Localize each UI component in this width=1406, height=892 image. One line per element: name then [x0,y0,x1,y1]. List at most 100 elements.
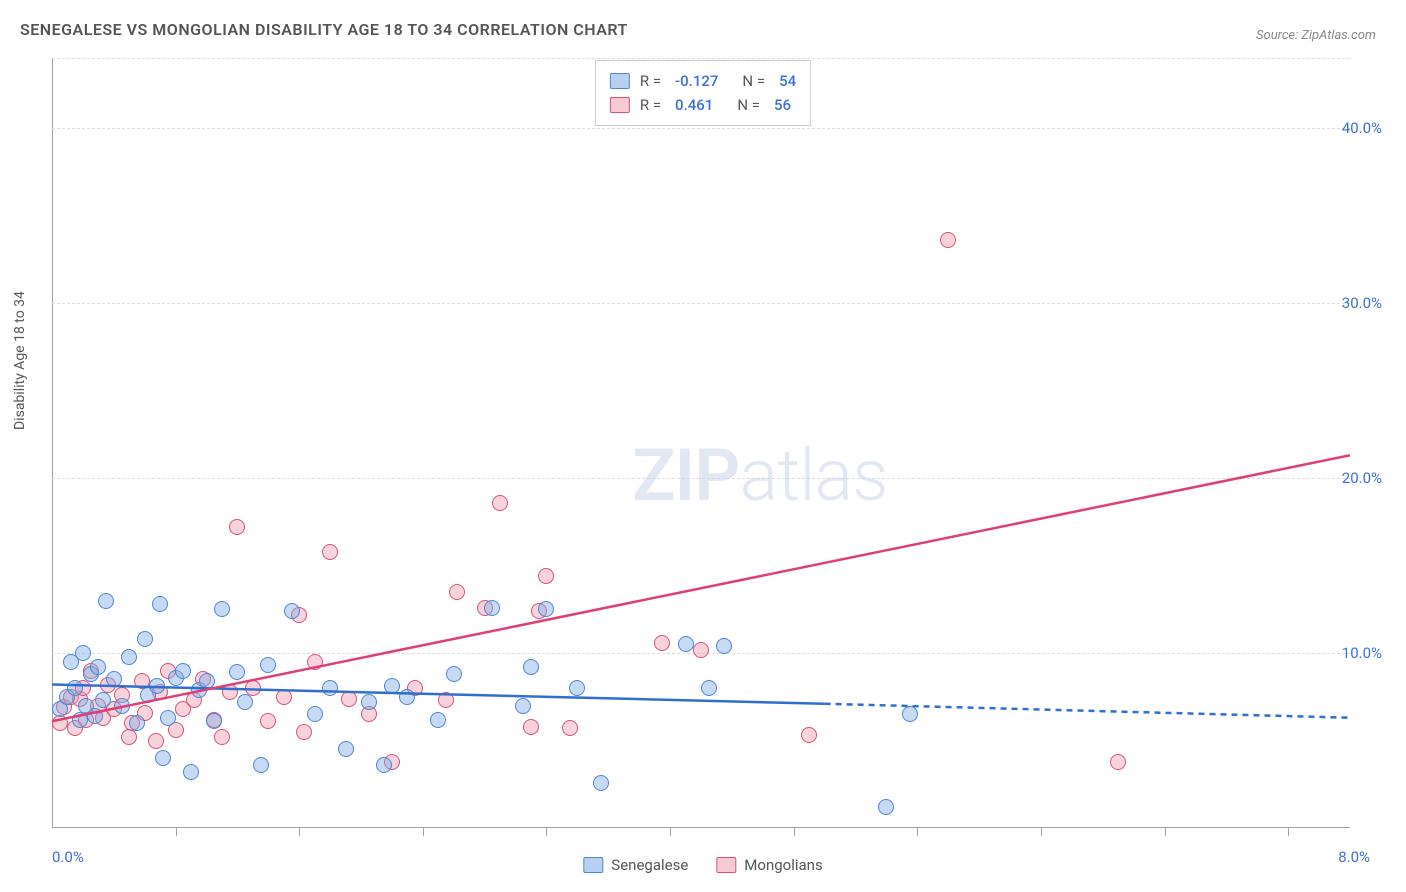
chart-plot-area: ZIPatlas [52,58,1350,828]
chart-title: SENEGALESE VS MONGOLIAN DISABILITY AGE 1… [20,20,628,39]
scatter-point [492,495,508,511]
scatter-point [902,706,918,722]
scatter-point [654,635,670,651]
y-axis-label: Disability Age 18 to 34 [12,291,28,430]
scatter-point [72,712,88,728]
grid-line [52,128,1350,129]
scatter-point [199,673,215,689]
scatter-point [801,727,817,743]
x-tick [546,828,547,836]
scatter-point [1110,754,1126,770]
scatter-point [515,698,531,714]
x-axis [52,827,1350,828]
scatter-point [446,666,462,682]
grid-line [52,478,1350,479]
x-tick [917,828,918,836]
scatter-point [121,649,137,665]
correlation-legend: R =-0.127 N =54 R =0.461 N =56 [595,60,811,126]
scatter-point [95,692,111,708]
scatter-point [260,713,276,729]
scatter-point [322,680,338,696]
scatter-point [307,706,323,722]
x-tick [176,828,177,836]
scatter-point [98,593,114,609]
scatter-point [129,715,145,731]
scatter-point [523,719,539,735]
scatter-point [229,664,245,680]
scatter-point [214,729,230,745]
x-tick [423,828,424,836]
scatter-point [678,636,694,652]
x-tick [1041,828,1042,836]
scatter-point [296,724,312,740]
x-tick [794,828,795,836]
scatter-point [229,519,245,535]
scatter-point [376,757,392,773]
scatter-point [67,680,83,696]
scatter-point [562,720,578,736]
legend-item: Senegalese [583,856,688,874]
scatter-point [214,601,230,617]
scatter-point [341,691,357,707]
legend-swatch [583,857,603,873]
scatter-point [878,799,894,815]
scatter-point [149,678,165,694]
scatter-point [175,663,191,679]
scatter-point [484,600,500,616]
scatter-point [716,638,732,654]
source-label: Source: ZipAtlas.com [1256,28,1376,43]
x-min-label: 0.0% [52,848,84,866]
scatter-point [438,692,454,708]
trend-lines [52,58,1350,828]
x-max-label: 8.0% [1338,848,1370,866]
scatter-point [701,680,717,696]
scatter-point [430,712,446,728]
x-tick [670,828,671,836]
y-tick-label: 10.0% [1342,644,1382,662]
scatter-point [237,694,253,710]
scatter-point [593,775,609,791]
series-legend: Senegalese Mongolians [583,856,822,874]
scatter-point [384,678,400,694]
scatter-point [538,601,554,617]
scatter-point [155,750,171,766]
scatter-point [114,698,130,714]
scatter-point [75,645,91,661]
legend-swatch [610,97,630,113]
scatter-point [307,654,323,670]
y-tick-label: 40.0% [1342,119,1382,137]
scatter-point [338,741,354,757]
scatter-point [569,680,585,696]
scatter-point [449,584,465,600]
scatter-point [52,715,68,731]
scatter-point [152,596,168,612]
y-tick-label: 30.0% [1342,294,1382,312]
scatter-point [87,708,103,724]
scatter-point [322,544,338,560]
grid-line [52,303,1350,304]
scatter-point [276,689,292,705]
scatter-point [940,232,956,248]
scatter-point [361,694,377,710]
scatter-point [90,659,106,675]
scatter-point [121,729,137,745]
watermark-text: ZIPatlas [632,433,888,518]
grid-line [52,58,1350,59]
scatter-point [693,642,709,658]
scatter-point [260,657,276,673]
scatter-point [137,631,153,647]
scatter-point [523,659,539,675]
y-tick-label: 20.0% [1342,469,1382,487]
legend-swatch [610,73,630,89]
scatter-point [222,684,238,700]
scatter-point [106,671,122,687]
x-tick [1288,828,1289,836]
scatter-point [183,764,199,780]
scatter-point [160,710,176,726]
scatter-point [253,757,269,773]
scatter-point [538,568,554,584]
scatter-point [148,733,164,749]
x-tick [299,828,300,836]
legend-item: Mongolians [716,856,822,874]
x-tick [1165,828,1166,836]
